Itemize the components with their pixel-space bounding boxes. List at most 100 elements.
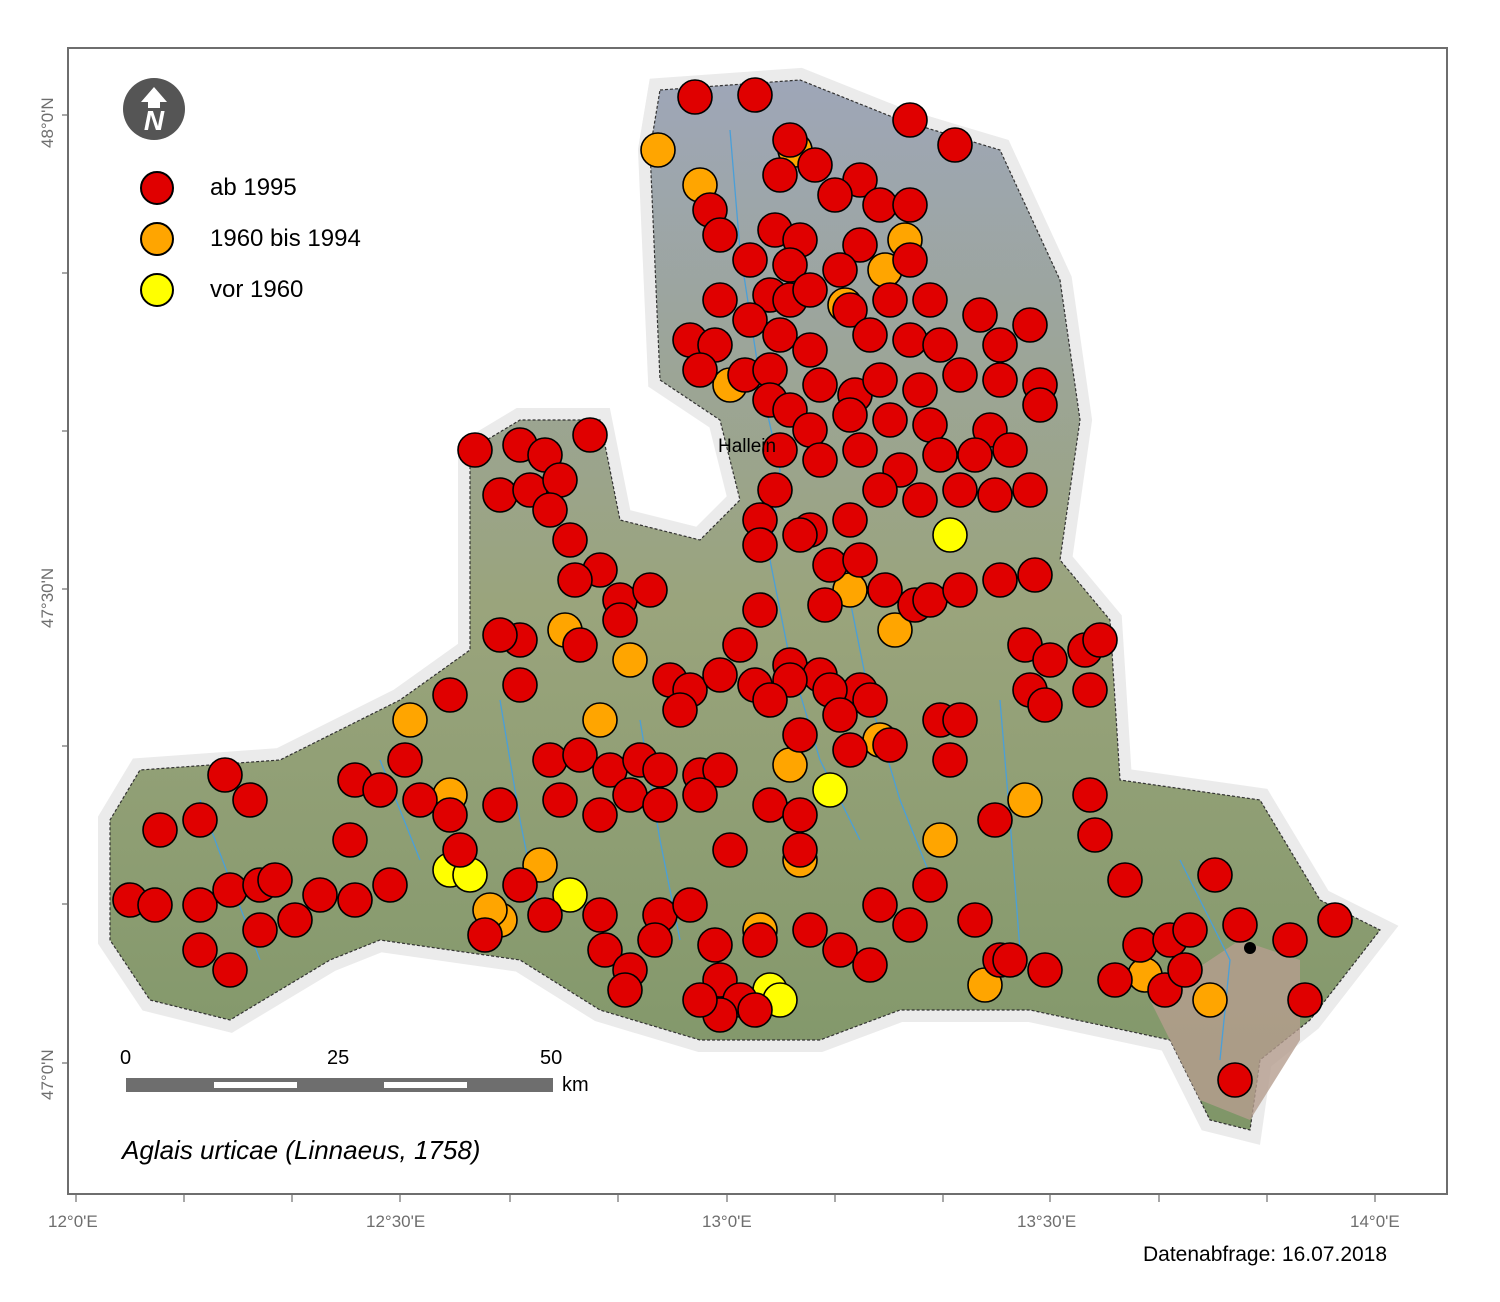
- occurrence-marker: [842, 227, 878, 263]
- occurrence-marker: [822, 697, 858, 733]
- occurrence-marker: [772, 122, 808, 158]
- occurrence-marker: [942, 472, 978, 508]
- occurrence-marker: [842, 542, 878, 578]
- lon-label-13: 13°0'E: [702, 1212, 752, 1231]
- occurrence-marker: [922, 327, 958, 363]
- occurrence-marker: [602, 602, 638, 638]
- occurrence-marker: [977, 802, 1013, 838]
- occurrence-marker: [1027, 952, 1063, 988]
- occurrence-marker: [792, 912, 828, 948]
- occurrence-marker: [877, 612, 913, 648]
- occurrence-marker: [867, 572, 903, 608]
- occurrence-marker: [372, 867, 408, 903]
- occurrence-marker: [182, 802, 218, 838]
- occurrence-marker: [182, 887, 218, 923]
- occurrence-marker: [607, 972, 643, 1008]
- occurrence-marker: [862, 187, 898, 223]
- occurrence-marker: [822, 252, 858, 288]
- legend-item-mid: 1960 bis 1994: [140, 219, 361, 259]
- occurrence-marker: [482, 787, 518, 823]
- legend-label: 1960 bis 1994: [210, 225, 361, 252]
- occurrence-marker: [277, 902, 313, 938]
- occurrence-marker: [582, 897, 618, 933]
- scale-tick-50: 50: [540, 1047, 563, 1069]
- occurrence-marker: [1097, 962, 1133, 998]
- occurrence-marker: [572, 417, 608, 453]
- occurrence-marker: [672, 887, 708, 923]
- occurrence-marker: [1272, 922, 1308, 958]
- north-arrow-icon: N: [123, 78, 185, 140]
- occurrence-marker: [1077, 817, 1113, 853]
- occurrence-marker: [702, 282, 738, 318]
- occurrence-marker: [792, 332, 828, 368]
- occurrence-marker: [782, 832, 818, 868]
- occurrence-marker: [1222, 907, 1258, 943]
- occurrence-marker: [542, 782, 578, 818]
- occurrence-marker: [482, 477, 518, 513]
- occurrence-marker: [532, 492, 568, 528]
- occurrence-marker: [1122, 927, 1158, 963]
- lon-label-13-30: 13°30'E: [1017, 1212, 1077, 1231]
- occurrence-marker: [1072, 672, 1108, 708]
- occurrence-marker: [640, 132, 676, 168]
- occurrence-marker: [582, 702, 618, 738]
- axis-ticks: [62, 114, 1376, 1202]
- scale-unit: km: [562, 1074, 589, 1096]
- lon-label-12: 12°0'E: [48, 1212, 98, 1231]
- occurrence-marker: [502, 667, 538, 703]
- occurrence-marker: [982, 562, 1018, 598]
- legend-label: vor 1960: [210, 276, 304, 303]
- occurrence-marker: [982, 362, 1018, 398]
- occurrence-marker: [257, 862, 293, 898]
- occurrence-marker: [742, 527, 778, 563]
- occurrence-marker: [212, 952, 248, 988]
- occurrence-marker: [682, 982, 718, 1018]
- occurrence-marker: [872, 282, 908, 318]
- lon-label-14: 14°0'E: [1350, 1212, 1400, 1231]
- occurrence-marker: [782, 517, 818, 553]
- occurrence-marker: [532, 742, 568, 778]
- occurrence-marker: [912, 867, 948, 903]
- occurrence-marker: [852, 317, 888, 353]
- occurrence-marker: [1192, 982, 1228, 1018]
- occurrence-marker: [1022, 387, 1058, 423]
- occurrence-marker: [712, 832, 748, 868]
- place-label-hallein: Hallein: [718, 436, 777, 457]
- occurrence-marker: [467, 917, 503, 953]
- occurrence-marker: [892, 907, 928, 943]
- occurrence-marker: [922, 822, 958, 858]
- occurrence-marker: [977, 477, 1013, 513]
- occurrence-marker: [1007, 782, 1043, 818]
- occurrence-marker: [612, 642, 648, 678]
- occurrence-marker: [992, 432, 1028, 468]
- occurrence-marker: [737, 992, 773, 1028]
- occurrence-marker: [832, 732, 868, 768]
- lat-label-47-30: 47°30'N: [38, 567, 57, 628]
- occurrence-marker: [752, 787, 788, 823]
- scale-tick-0: 0: [120, 1047, 132, 1069]
- occurrence-marker: [762, 432, 798, 468]
- occurrence-marker: [762, 157, 798, 193]
- occurrence-marker: [1012, 472, 1048, 508]
- occurrence-marker: [332, 822, 368, 858]
- occurrence-marker: [822, 932, 858, 968]
- occurrence-marker: [817, 177, 853, 213]
- occurrence-marker: [557, 562, 593, 598]
- occurrence-marker: [832, 502, 868, 538]
- town-dot: [1244, 942, 1256, 954]
- occurrence-marker: [1072, 777, 1108, 813]
- occurrence-marker: [812, 547, 848, 583]
- query-date: Datenabfrage: 16.07.2018: [1143, 1243, 1388, 1266]
- occurrence-marker: [722, 627, 758, 663]
- occurrence-marker: [782, 797, 818, 833]
- legend-swatch-mid: [140, 222, 174, 256]
- occurrence-marker: [362, 772, 398, 808]
- occurrence-marker: [737, 77, 773, 113]
- legend-swatch-recent: [140, 171, 174, 205]
- occurrence-marker: [982, 327, 1018, 363]
- occurrence-marker: [552, 877, 588, 913]
- occurrence-marker: [702, 217, 738, 253]
- occurrence-marker: [862, 472, 898, 508]
- occurrence-marker: [562, 737, 598, 773]
